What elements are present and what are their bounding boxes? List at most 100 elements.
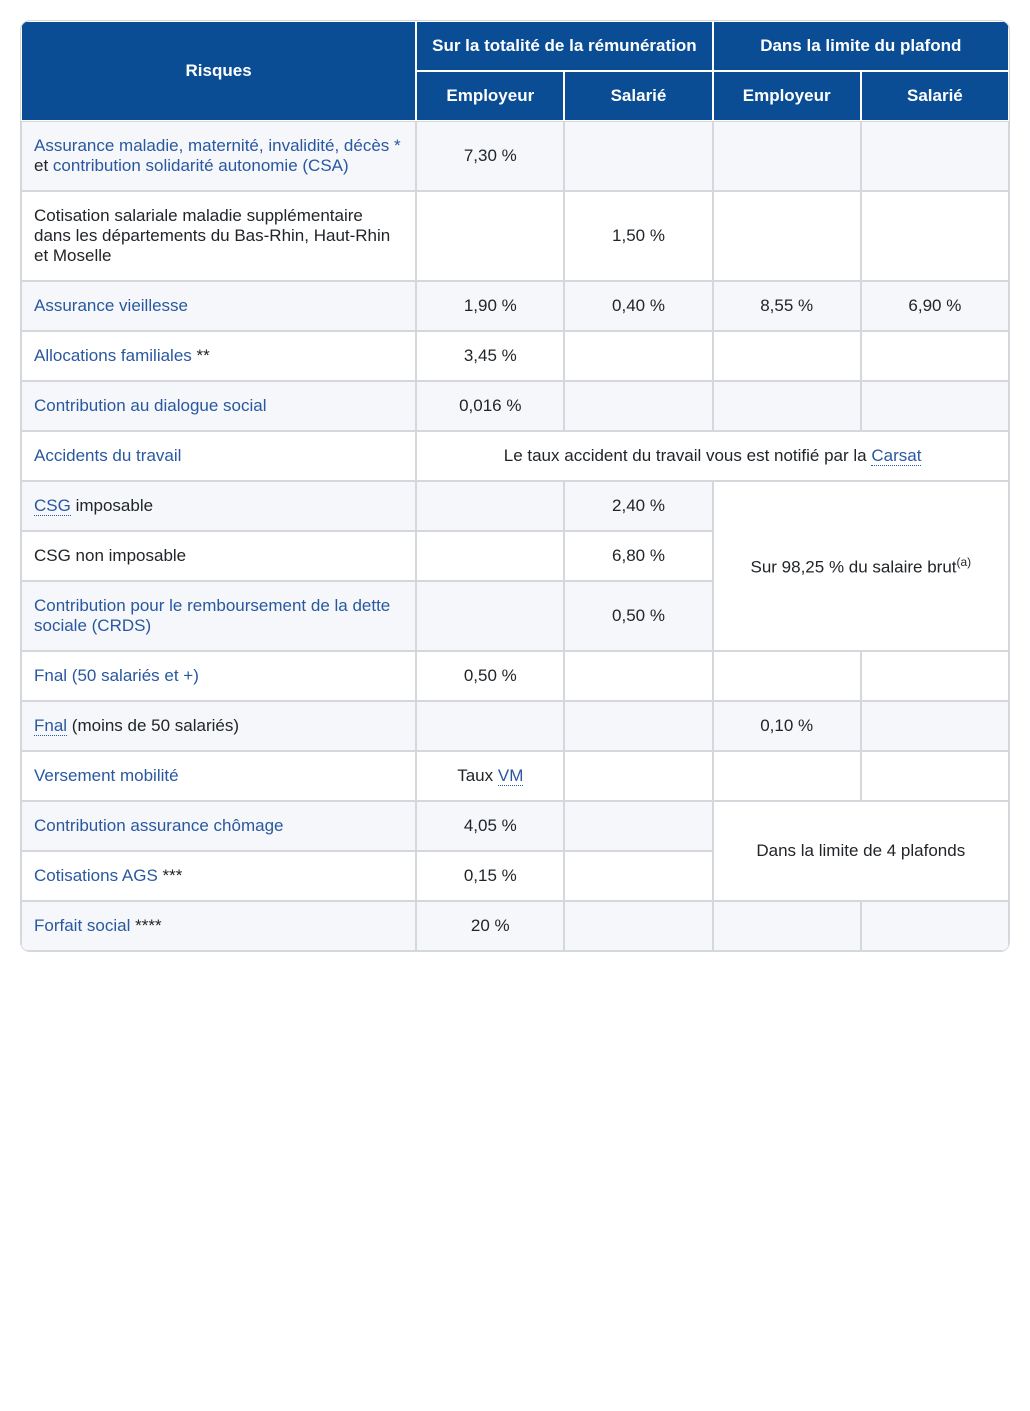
risk-label: Assurance maladie, maternité, invalidité…: [21, 121, 416, 191]
risk-label: CSG imposable: [21, 481, 416, 531]
cell-empty: [564, 701, 712, 751]
cell-value: Taux VM: [416, 751, 564, 801]
table-row: CSG imposable 2,40 % Sur 98,25 % du sala…: [21, 481, 1009, 531]
link-assurance-maladie[interactable]: Assurance maladie, maternité, invalidité…: [34, 136, 401, 155]
header-totalite: Sur la totalité de la rémunération: [416, 21, 712, 71]
cell-value: 0,016 %: [416, 381, 564, 431]
cell-empty: [861, 191, 1009, 281]
risk-label: Cotisation salariale maladie supplémenta…: [21, 191, 416, 281]
cell-empty: [564, 121, 712, 191]
cell-value: 0,15 %: [416, 851, 564, 901]
cell-empty: [713, 901, 861, 951]
cell-empty: [713, 751, 861, 801]
cell-value: 8,55 %: [713, 281, 861, 331]
cell-value: 0,50 %: [416, 651, 564, 701]
link-accidents[interactable]: Accidents du travail: [34, 446, 181, 465]
risk-label: Contribution au dialogue social: [21, 381, 416, 431]
cell-value: 1,50 %: [564, 191, 712, 281]
cell-value: 4,05 %: [416, 801, 564, 851]
link-forfait[interactable]: Forfait social: [34, 916, 130, 935]
risk-label: Contribution pour le remboursement de la…: [21, 581, 416, 651]
cell-value: 0,40 %: [564, 281, 712, 331]
cell-value: 3,45 %: [416, 331, 564, 381]
cell-empty: [416, 481, 564, 531]
risk-label: Versement mobilité: [21, 751, 416, 801]
link-chomage[interactable]: Contribution assurance chômage: [34, 816, 283, 835]
cell-value: 6,90 %: [861, 281, 1009, 331]
link-crds[interactable]: Contribution pour le remboursement de la…: [34, 596, 390, 635]
header-plafond: Dans la limite du plafond: [713, 21, 1009, 71]
csg-note: Sur 98,25 % du salaire brut(a): [713, 481, 1009, 651]
cell-empty: [564, 331, 712, 381]
cell-value: 2,40 %: [564, 481, 712, 531]
table-row: Cotisation salariale maladie supplémenta…: [21, 191, 1009, 281]
table-row: Contribution assurance chômage 4,05 % Da…: [21, 801, 1009, 851]
table-row: Forfait social **** 20 %: [21, 901, 1009, 951]
risk-label: Assurance vieillesse: [21, 281, 416, 331]
cell-empty: [564, 801, 712, 851]
cell-empty: [416, 191, 564, 281]
cell-empty: [416, 581, 564, 651]
link-allocations[interactable]: Allocations familiales: [34, 346, 192, 365]
header-employeur-2: Employeur: [713, 71, 861, 121]
link-csg[interactable]: CSG: [34, 496, 71, 516]
cell-empty: [861, 651, 1009, 701]
cotisations-table: Risques Sur la totalité de la rémunérati…: [20, 20, 1010, 952]
cell-value: 7,30 %: [416, 121, 564, 191]
risk-label: Contribution assurance chômage: [21, 801, 416, 851]
risk-label: Forfait social ****: [21, 901, 416, 951]
table-row: Fnal (50 salariés et +) 0,50 %: [21, 651, 1009, 701]
cell-empty: [861, 751, 1009, 801]
risk-label: Fnal (50 salariés et +): [21, 651, 416, 701]
risk-label: Fnal (moins de 50 salariés): [21, 701, 416, 751]
link-ags[interactable]: Cotisations AGS: [34, 866, 158, 885]
cell-empty: [564, 901, 712, 951]
header-salarie-1: Salarié: [564, 71, 712, 121]
link-vm[interactable]: VM: [498, 766, 524, 786]
cell-empty: [861, 381, 1009, 431]
cell-empty: [713, 331, 861, 381]
cell-empty: [564, 381, 712, 431]
cell-empty: [713, 381, 861, 431]
table-row: Assurance vieillesse 1,90 % 0,40 % 8,55 …: [21, 281, 1009, 331]
cell-value: 1,90 %: [416, 281, 564, 331]
cell-empty: [564, 651, 712, 701]
cell-empty: [713, 121, 861, 191]
header-risques: Risques: [21, 21, 416, 121]
link-dialogue-social[interactable]: Contribution au dialogue social: [34, 396, 267, 415]
risk-label: Cotisations AGS ***: [21, 851, 416, 901]
table-row: Contribution au dialogue social 0,016 %: [21, 381, 1009, 431]
table-row: Versement mobilité Taux VM: [21, 751, 1009, 801]
cell-empty: [713, 191, 861, 281]
link-carsat[interactable]: Carsat: [871, 446, 921, 466]
table-row: Allocations familiales ** 3,45 %: [21, 331, 1009, 381]
accident-note: Le taux accident du travail vous est not…: [416, 431, 1009, 481]
cell-empty: [713, 651, 861, 701]
cell-empty: [861, 901, 1009, 951]
cell-empty: [564, 851, 712, 901]
cell-empty: [416, 531, 564, 581]
link-vieillesse[interactable]: Assurance vieillesse: [34, 296, 188, 315]
link-fnal[interactable]: Fnal: [34, 716, 67, 736]
cell-value: 20 %: [416, 901, 564, 951]
cell-empty: [861, 121, 1009, 191]
cell-empty: [564, 751, 712, 801]
header-salarie-2: Salarié: [861, 71, 1009, 121]
table-row: Assurance maladie, maternité, invalidité…: [21, 121, 1009, 191]
link-csa[interactable]: contribution solidarité autonomie (CSA): [53, 156, 349, 175]
table-row: Fnal (moins de 50 salariés) 0,10 %: [21, 701, 1009, 751]
cell-empty: [861, 331, 1009, 381]
risk-label: Allocations familiales **: [21, 331, 416, 381]
cell-empty: [416, 701, 564, 751]
risk-label: Accidents du travail: [21, 431, 416, 481]
risk-label: CSG non imposable: [21, 531, 416, 581]
cell-value: 0,50 %: [564, 581, 712, 651]
cell-empty: [861, 701, 1009, 751]
chomage-note: Dans la limite de 4 plafonds: [713, 801, 1009, 901]
link-fnal-50plus[interactable]: Fnal (50 salariés et +): [34, 666, 199, 685]
table-row: Accidents du travail Le taux accident du…: [21, 431, 1009, 481]
cell-value: 6,80 %: [564, 531, 712, 581]
header-employeur-1: Employeur: [416, 71, 564, 121]
cell-value: 0,10 %: [713, 701, 861, 751]
link-mobilite[interactable]: Versement mobilité: [34, 766, 179, 785]
